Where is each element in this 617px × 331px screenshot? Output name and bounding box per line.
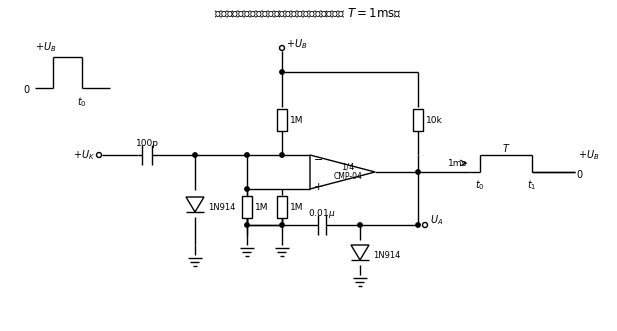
Circle shape	[280, 70, 284, 74]
Text: $-$: $-$	[313, 153, 323, 163]
Circle shape	[423, 222, 428, 227]
Text: 100p: 100p	[136, 138, 159, 148]
Polygon shape	[351, 245, 369, 260]
Circle shape	[245, 187, 249, 191]
Bar	[413, 109, 423, 131]
Text: $+U_B$: $+U_B$	[578, 148, 600, 162]
Text: 1M: 1M	[255, 203, 268, 212]
Circle shape	[96, 153, 102, 158]
Bar	[242, 196, 252, 218]
Text: 10k: 10k	[426, 116, 443, 124]
Circle shape	[416, 223, 420, 227]
Text: 电路为利用下降沿触发的振荡电路，输出信号宽度 $T=1\mathrm{ms}$。: 电路为利用下降沿触发的振荡电路，输出信号宽度 $T=1\mathrm{ms}$。	[214, 7, 402, 21]
Text: 1M: 1M	[290, 116, 304, 124]
Text: $t_0$: $t_0$	[475, 178, 485, 192]
Text: $t_0$: $t_0$	[77, 95, 87, 109]
Text: 1N914: 1N914	[373, 251, 400, 260]
Circle shape	[280, 153, 284, 157]
Text: 1/4: 1/4	[341, 163, 355, 171]
Polygon shape	[310, 155, 375, 189]
Text: $0.01\mu$: $0.01\mu$	[308, 207, 336, 219]
Text: 1M: 1M	[290, 203, 304, 212]
Circle shape	[416, 170, 420, 174]
Text: 1N914: 1N914	[208, 203, 235, 212]
Circle shape	[280, 45, 284, 51]
Circle shape	[193, 153, 197, 157]
Text: $+U_B$: $+U_B$	[35, 40, 57, 54]
Text: $t_1$: $t_1$	[528, 178, 537, 192]
Text: 1ms: 1ms	[448, 159, 467, 167]
Circle shape	[245, 153, 249, 157]
Text: 0: 0	[23, 85, 29, 95]
Text: $+U_B$: $+U_B$	[286, 37, 307, 51]
Bar	[277, 109, 287, 131]
Polygon shape	[186, 197, 204, 212]
Circle shape	[245, 223, 249, 227]
Text: $+$: $+$	[313, 180, 323, 192]
Circle shape	[358, 223, 362, 227]
Text: $+U_K$: $+U_K$	[73, 148, 95, 162]
Text: 0: 0	[576, 170, 582, 180]
Text: CMP-04: CMP-04	[334, 171, 362, 180]
Text: $T$: $T$	[502, 142, 510, 154]
Bar	[277, 196, 287, 218]
Circle shape	[280, 223, 284, 227]
Text: $U_A$: $U_A$	[430, 213, 443, 227]
